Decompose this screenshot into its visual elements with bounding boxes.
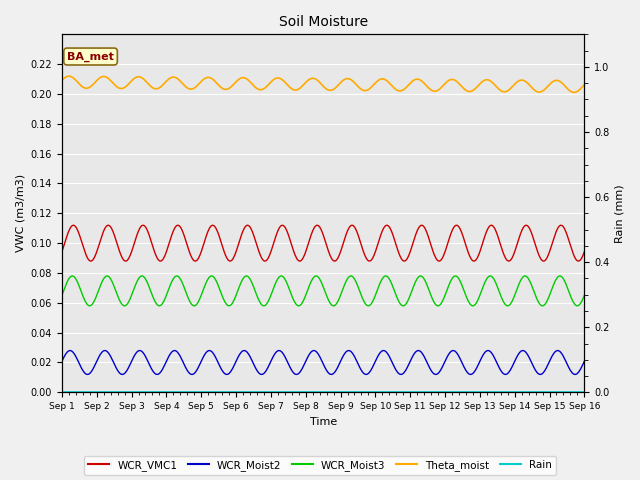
WCR_VMC1 (121, 258, 129, 264)
WCR_Moist3 (403, 300, 411, 305)
WCR_Moist2 (204, 348, 211, 354)
Legend: WCR_VMC1, WCR_Moist2, WCR_Moist3, Theta_moist, Rain: WCR_VMC1, WCR_Moist2, WCR_Moist3, Theta_… (84, 456, 556, 475)
Line: WCR_Moist2: WCR_Moist2 (62, 350, 584, 374)
WCR_Moist3 (225, 303, 233, 309)
Rain (174, 389, 182, 395)
WCR_Moist3 (67, 273, 75, 279)
WCR_VMC1 (488, 222, 495, 228)
Theta_moist (570, 90, 578, 96)
WCR_Moist2 (403, 365, 411, 371)
WCR_Moist3 (58, 292, 66, 298)
WCR_Moist2 (121, 370, 129, 376)
WCR_Moist2 (188, 372, 196, 377)
WCR_Moist3 (208, 273, 216, 279)
Theta_moist (203, 75, 211, 81)
Line: WCR_VMC1: WCR_VMC1 (62, 225, 584, 261)
Theta_moist (68, 74, 76, 80)
Text: BA_met: BA_met (67, 51, 114, 61)
WCR_Moist3 (202, 281, 210, 287)
WCR_VMC1 (58, 249, 66, 254)
WCR_VMC1 (470, 258, 477, 264)
WCR_Moist2 (171, 348, 179, 353)
Rain (387, 389, 394, 395)
Y-axis label: Rain (mm): Rain (mm) (615, 184, 625, 243)
Rain (121, 389, 129, 395)
WCR_VMC1 (202, 235, 210, 240)
WCR_VMC1 (580, 249, 588, 254)
WCR_Moist3 (174, 274, 182, 279)
WCR_Moist2 (388, 359, 396, 364)
Rain (402, 389, 410, 395)
Rain (67, 389, 75, 395)
Line: Theta_moist: Theta_moist (62, 76, 584, 93)
WCR_Moist2 (580, 359, 588, 364)
Theta_moist (58, 77, 66, 83)
WCR_VMC1 (387, 226, 394, 231)
WCR_Moist2 (67, 348, 75, 354)
Rain (202, 389, 210, 395)
Rain (58, 389, 66, 395)
X-axis label: Time: Time (310, 417, 337, 427)
Theta_moist (580, 82, 588, 88)
WCR_Moist2 (58, 359, 66, 364)
WCR_Moist3 (388, 281, 396, 287)
WCR_VMC1 (67, 224, 75, 229)
Y-axis label: VWC (m3/m3): VWC (m3/m3) (15, 174, 25, 252)
Theta_moist (387, 82, 395, 88)
Theta_moist (65, 73, 73, 79)
WCR_VMC1 (402, 258, 410, 264)
WCR_Moist3 (121, 303, 129, 309)
Line: WCR_Moist3: WCR_Moist3 (62, 276, 584, 306)
WCR_Moist3 (580, 292, 588, 298)
Rain (580, 389, 588, 395)
Title: Soil Moisture: Soil Moisture (278, 15, 368, 29)
Theta_moist (403, 84, 410, 90)
Theta_moist (122, 84, 130, 89)
WCR_Moist2 (175, 351, 183, 357)
WCR_VMC1 (174, 222, 182, 228)
Theta_moist (175, 77, 183, 83)
